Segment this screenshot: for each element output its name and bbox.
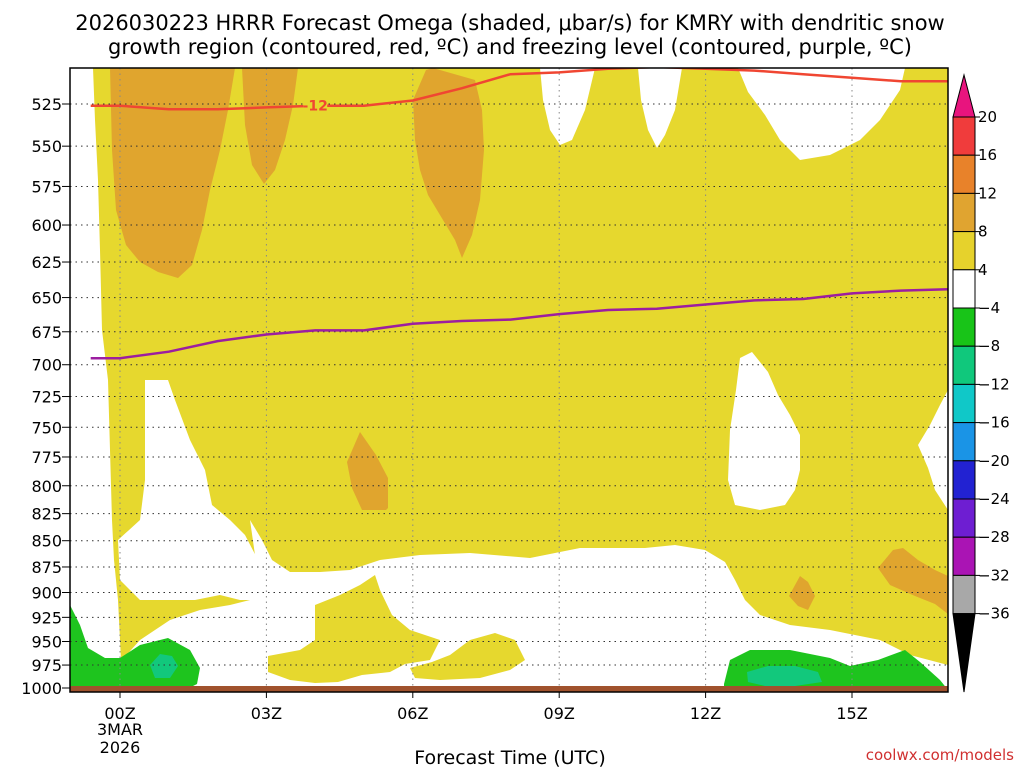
omega-white-mid-right — [728, 352, 800, 510]
y-tick-label-750: 750 — [31, 418, 62, 437]
y-tick-label-950: 950 — [31, 633, 62, 652]
colorbar-label-11: −28 — [978, 528, 1010, 546]
colorbar-label-2: 12 — [978, 184, 997, 202]
colorbar-label-10: −24 — [978, 490, 1010, 508]
colorbar-segment-11 — [952, 536, 976, 576]
colorbar-label-5: −4 — [978, 299, 1000, 317]
colorbar-segment-10 — [952, 498, 976, 538]
x-tick-label-12Z: 12Z — [690, 704, 721, 723]
colorbar-segment-12 — [952, 574, 976, 615]
omega-orange-left-plume — [110, 68, 235, 278]
dendritic-growth-contour-label: -12 — [303, 96, 328, 115]
y-tick-label-625: 625 — [31, 253, 62, 272]
y-axis: 525 550 575 600 625 650 675 700 725 750 775 800 825 8… — [21, 95, 70, 698]
y-tick-label-900: 900 — [31, 584, 62, 603]
y-tick-label-575: 575 — [31, 177, 62, 196]
omega-teal-left-blob — [150, 654, 178, 678]
omega-white-top-right-notch1 — [540, 68, 595, 145]
omega-orange-plume-2 — [242, 68, 298, 184]
colorbar-label-12: −32 — [978, 566, 1010, 584]
x-date-label-day: 3MAR — [97, 720, 143, 739]
x-tick-label-06Z: 06Z — [397, 704, 428, 723]
omega-yellow-island-center — [410, 633, 525, 680]
colorbar-segment-1 — [952, 154, 976, 194]
omega-white-top-right-lobe — [738, 68, 905, 160]
y-tick-label-775: 775 — [31, 448, 62, 467]
y-tick-label-875: 875 — [31, 558, 62, 577]
y-tick-label-800: 800 — [31, 477, 62, 496]
colorbar-segment-9 — [952, 460, 976, 500]
y-tick-label-975: 975 — [31, 656, 62, 675]
colorbar: 20 16 12 8 4 −4 −8 −12 −16 −20 −24 −28 −32 −36 — [952, 73, 1010, 693]
colorbar-label-7: −12 — [978, 375, 1010, 393]
omega-white-hole-center — [380, 576, 442, 618]
colorbar-segment-3 — [952, 231, 976, 271]
freezing-level-contour-line — [90, 287, 948, 360]
colorbar-label-3: 8 — [978, 223, 988, 241]
y-tick-label-725: 725 — [31, 388, 62, 407]
y-tick-label-550: 550 — [31, 137, 62, 156]
colorbar-segment-4 — [952, 269, 976, 309]
colorbar-label-13: −36 — [978, 605, 1010, 623]
ground-surface — [70, 686, 948, 692]
plot-area: -12 — [70, 68, 948, 692]
colorbar-segment-5 — [952, 307, 976, 347]
chart-title-line1: 2026030223 HRRR Forecast Omega (shaded, … — [75, 11, 945, 35]
y-tick-label-525: 525 — [31, 95, 62, 114]
colorbar-segment-6 — [952, 345, 976, 385]
omega-teal-right-blob — [747, 666, 822, 686]
colorbar-label-4: 4 — [978, 261, 988, 279]
y-tick-label-700: 700 — [31, 356, 62, 375]
y-tick-label-925: 925 — [31, 608, 62, 627]
colorbar-label-9: −20 — [978, 452, 1010, 470]
x-axis: 00Z 03Z 06Z 09Z 12Z 15Z — [104, 692, 868, 723]
colorbar-label-8: −16 — [978, 414, 1010, 432]
colorbar-segment-0 — [952, 116, 976, 156]
x-tick-label-00Z: 00Z — [104, 704, 135, 723]
omega-white-lower-left — [118, 380, 262, 600]
chart-title-line2: growth region (contoured, red, ºC) and f… — [108, 35, 912, 59]
colorbar-label-6: −8 — [978, 337, 1000, 355]
y-tick-label-1000: 1000 — [21, 679, 62, 698]
y-tick-label-675: 675 — [31, 323, 62, 342]
colorbar-bottom-arrow — [952, 613, 976, 693]
x-tick-label-09Z: 09Z — [544, 704, 575, 723]
omega-white-left-column — [70, 68, 122, 692]
omega-orange-mid-blob — [347, 432, 388, 510]
omega-white-top-right-notch2 — [638, 68, 682, 148]
colorbar-segment-8 — [952, 422, 976, 462]
y-tick-label-825: 825 — [31, 505, 62, 524]
colorbar-segment-2 — [952, 192, 976, 233]
plot-frame — [69, 67, 949, 693]
omega-yellow-island-lower-left — [268, 575, 440, 683]
dgz-contour-label-text: -12 — [303, 99, 328, 115]
dendritic-growth-contour-line — [90, 68, 948, 111]
omega-white-right-edge — [918, 390, 948, 510]
colorbar-segment-7 — [952, 383, 976, 424]
x-date-label-year: 2026 — [100, 738, 141, 757]
x-tick-label-03Z: 03Z — [251, 704, 282, 723]
credit-text: coolwx.com/models — [866, 746, 1014, 764]
omega-orange-right-blob — [878, 548, 948, 614]
colorbar-top-arrow — [952, 73, 976, 118]
y-tick-label-600: 600 — [31, 216, 62, 235]
y-tick-label-650: 650 — [31, 289, 62, 308]
colorbar-label-0: 20 — [978, 108, 997, 126]
x-axis-title: Forecast Time (UTC) — [414, 747, 605, 768]
y-tick-label-850: 850 — [31, 532, 62, 551]
colorbar-label-1: 16 — [978, 146, 997, 164]
x-tick-label-15Z: 15Z — [836, 704, 867, 723]
omega-orange-plume-3 — [413, 68, 484, 258]
